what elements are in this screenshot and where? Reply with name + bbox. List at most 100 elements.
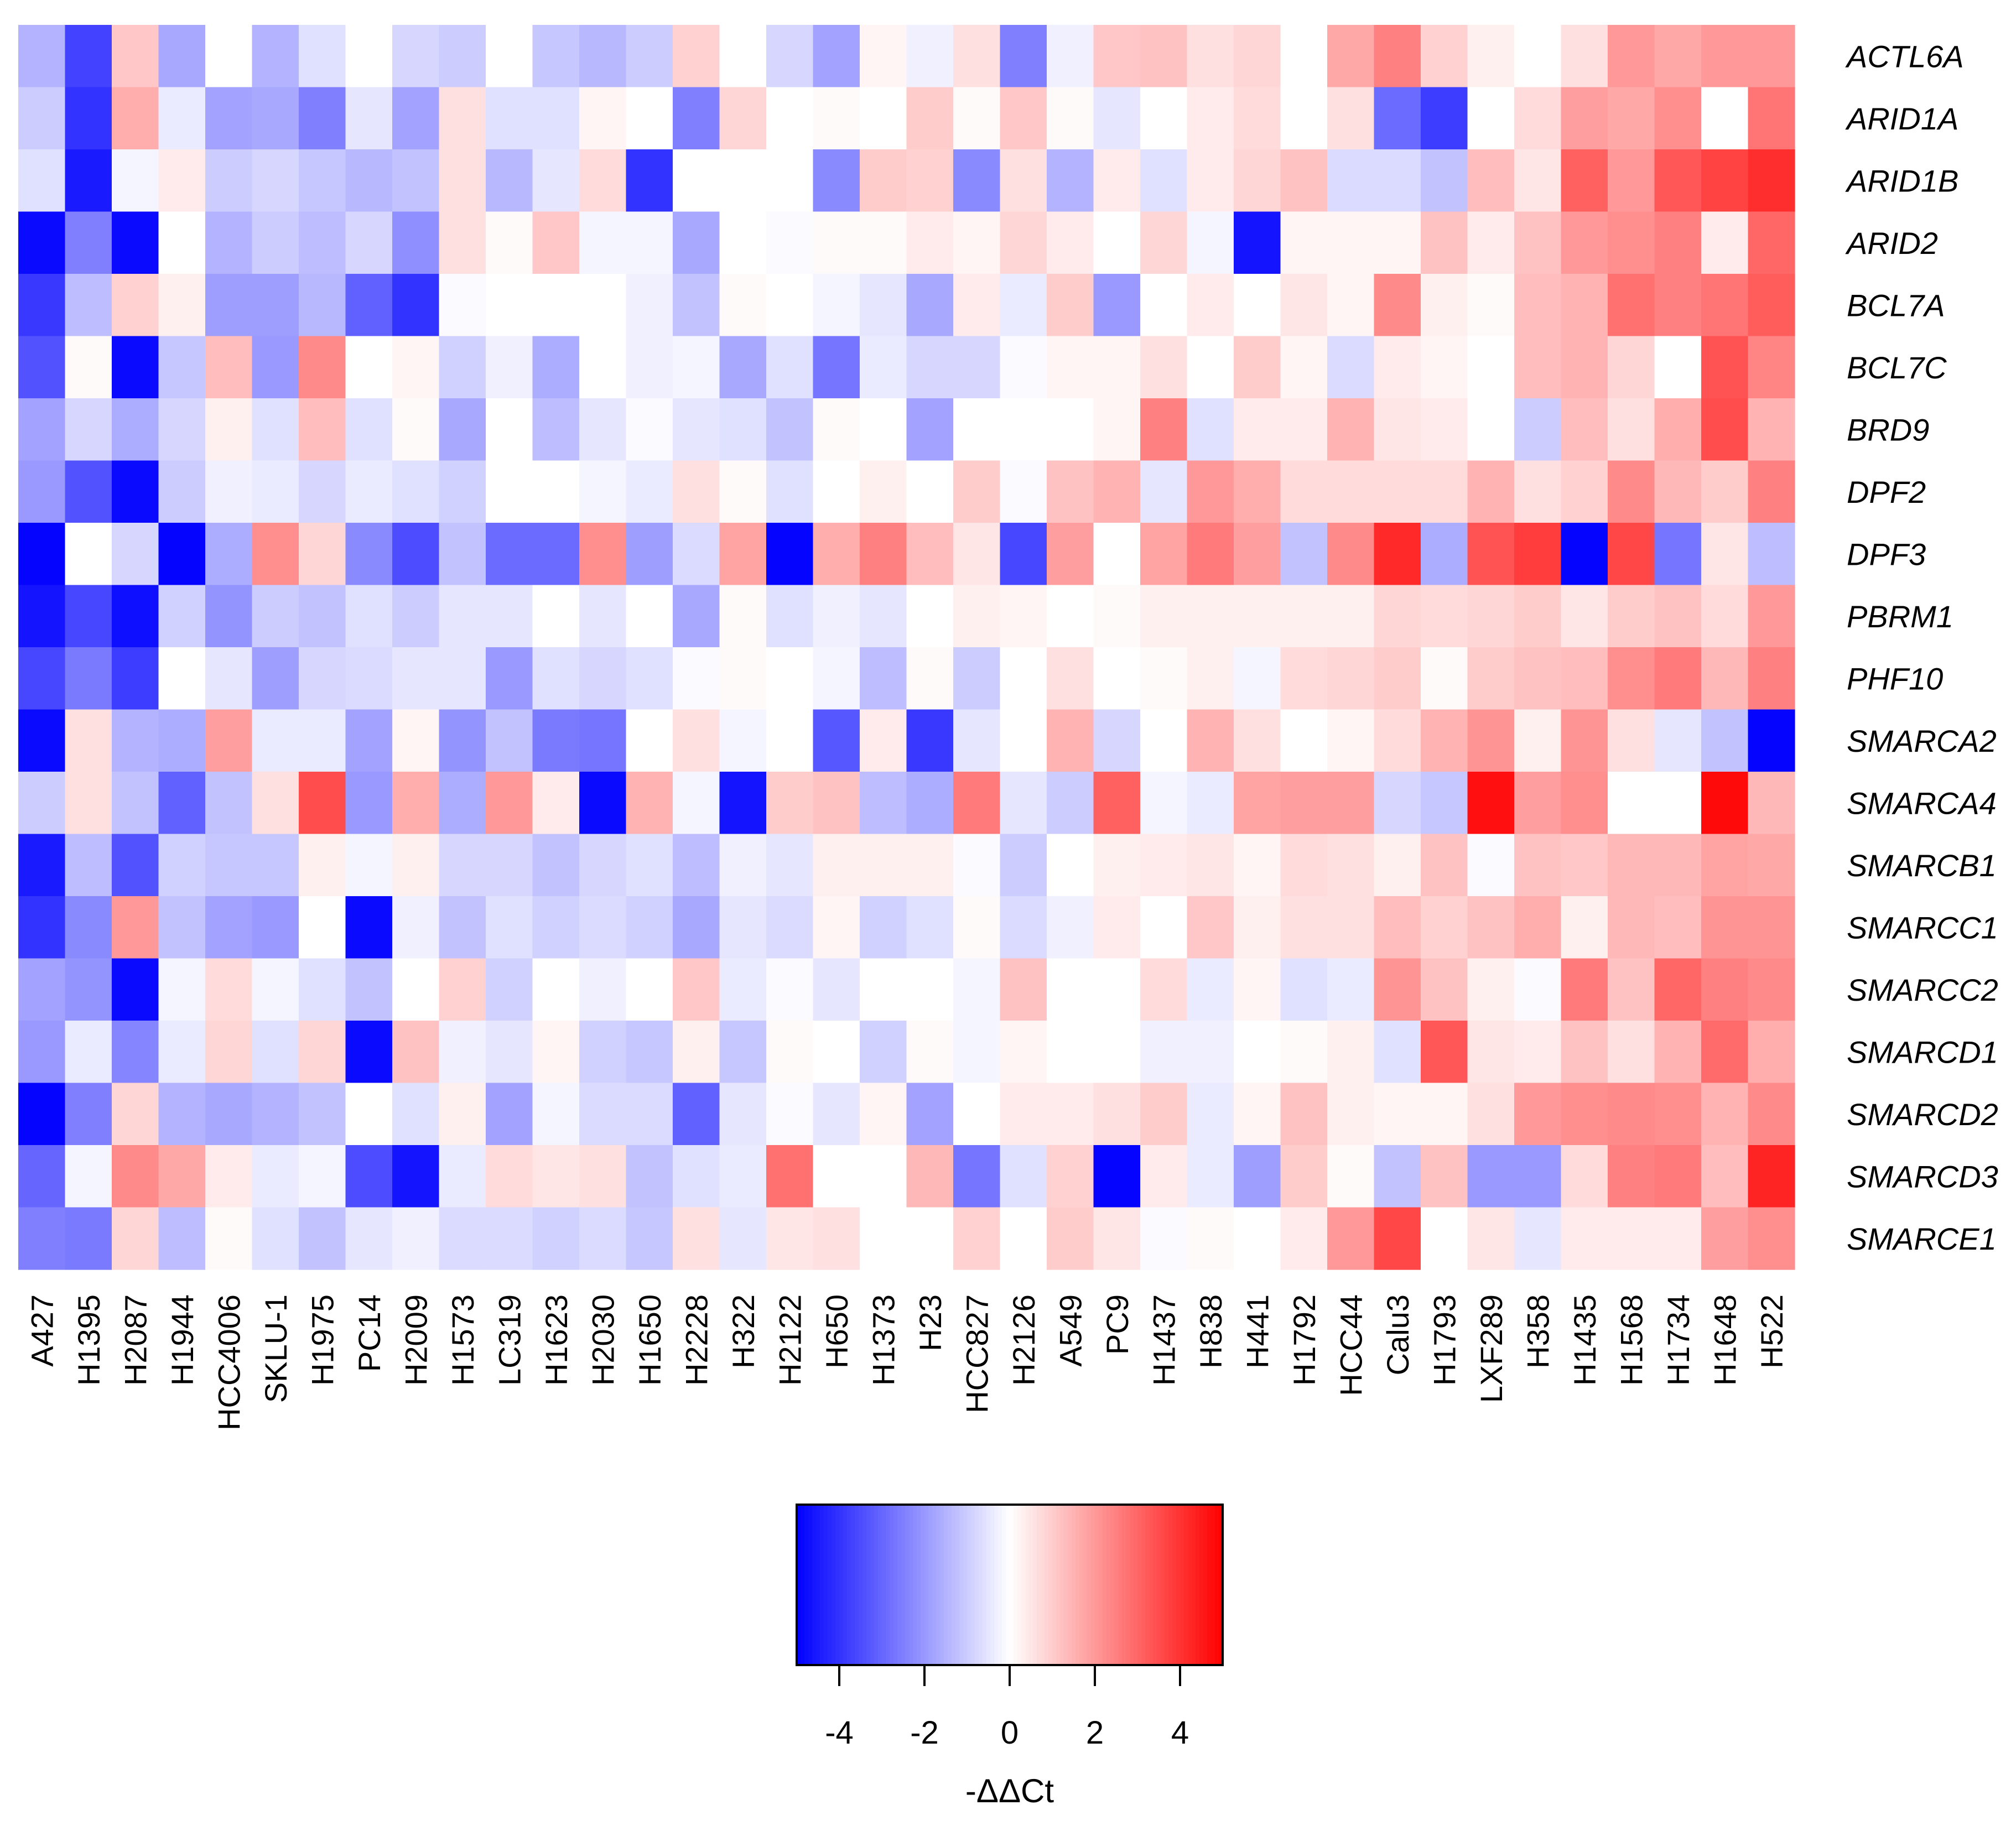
colorbar-stripe <box>1068 1505 1072 1665</box>
heatmap-cell-ARID1B-H1437 <box>1140 149 1188 212</box>
heatmap-cell-SMARCC2-H1792 <box>1280 958 1328 1021</box>
cell-line-label-H2228: H2228 <box>679 1294 714 1386</box>
cell-line-label-H2009: H2009 <box>398 1294 433 1386</box>
heatmap-cell-PHF10-H441 <box>1234 647 1281 710</box>
heatmap-cell-ACTL6A-H2087 <box>112 25 159 88</box>
heatmap-cell-SMARCD3-H1944 <box>158 1145 206 1208</box>
heatmap-cell-PHF10-H2009 <box>392 647 440 710</box>
heatmap-cell-SMARCB1-H1975 <box>299 834 346 897</box>
heatmap-cell-SMARCB1-H1650 <box>626 834 673 897</box>
heatmap-cell-BRD9-H1944 <box>158 398 206 461</box>
heatmap-cell-SMARCA4-H1435 <box>1561 772 1608 835</box>
colorbar-ticks: -4 -2 0 2 4 <box>825 1665 1189 1751</box>
colorbar-stripe <box>828 1505 832 1665</box>
heatmap-cell-SMARCE1-A427 <box>18 1207 66 1270</box>
colorbar-stripe <box>928 1505 933 1665</box>
heatmap-cell-ARID1B-H441 <box>1234 149 1281 212</box>
colorbar-stripe <box>1196 1505 1200 1665</box>
colorbar-stripe <box>959 1505 964 1665</box>
gene-label-ARID1B: ARID1B <box>1845 163 1958 198</box>
heatmap-cell-PBRM1-SKLU-1 <box>252 585 299 648</box>
colorbar-stripe <box>1037 1505 1041 1665</box>
heatmap-cell-DPF2-H1650 <box>626 460 673 523</box>
heatmap-cell-PHF10-H2030 <box>579 647 627 710</box>
heatmap-cell-SMARCC2-H1975 <box>299 958 346 1021</box>
heatmap-cell-BCL7A-H522 <box>1748 274 1795 337</box>
heatmap-cell-ARID1B-PC14 <box>345 149 393 212</box>
colorbar-stripe <box>1137 1505 1142 1665</box>
cell-line-label-H1944: H1944 <box>165 1294 200 1386</box>
colorbar-stripe <box>1056 1505 1061 1665</box>
heatmap-cell-SMARCD2-H1435 <box>1561 1083 1608 1146</box>
heatmap-cell-ARID1B-H1793 <box>1421 149 1468 212</box>
heatmap-cell-SMARCC2-HCC44 <box>1327 958 1375 1021</box>
colorbar-stripe <box>1029 1505 1033 1665</box>
cell-line-label-H441: H441 <box>1240 1294 1275 1369</box>
heatmap-cell-ACTL6A-H1437 <box>1140 25 1188 88</box>
heatmap-cell-SMARCB1-A427 <box>18 834 66 897</box>
colorbar-tick-label: -2 <box>910 1715 939 1751</box>
colorbar-stripe <box>866 1505 871 1665</box>
heatmap-cell-ARID1B-LC319 <box>486 149 533 212</box>
heatmap-cell-SMARCA2-A549 <box>1047 709 1094 772</box>
heatmap-cell-SMARCA4-H441 <box>1234 772 1281 835</box>
heatmap-cell-SMARCC2-H2228 <box>673 958 720 1021</box>
heatmap-cell-BRD9-PC14 <box>345 398 393 461</box>
cell-line-label-H1435: H1435 <box>1567 1294 1602 1386</box>
cell-line-label-HCC44: HCC44 <box>1333 1294 1368 1396</box>
heatmap-cell-SMARCD3-H1650 <box>626 1145 673 1208</box>
heatmap-cell-SMARCC2-H1623 <box>532 958 580 1021</box>
heatmap-cell-BRD9-A549 <box>1047 398 1094 461</box>
colorbar-stripe <box>1176 1505 1181 1665</box>
heatmap-cell-BCL7C-H322 <box>719 336 767 399</box>
heatmap-cell-DPF2-H2126 <box>1000 460 1047 523</box>
heatmap-cell-SMARCA2-H1734 <box>1654 709 1702 772</box>
heatmap-cell-SMARCA2-H2030 <box>579 709 627 772</box>
heatmap-cell-ARID2-H23 <box>906 211 954 274</box>
heatmap-cell-PHF10-H1648 <box>1701 647 1749 710</box>
heatmap-cell-ARID1B-H838 <box>1187 149 1234 212</box>
heatmap-cell-SMARCD3-LC319 <box>486 1145 533 1208</box>
heatmap-cell-ARID2-H2122 <box>766 211 814 274</box>
heatmap-cell-SMARCB1-H2030 <box>579 834 627 897</box>
heatmap-cell-ARID1A-H2126 <box>1000 87 1047 150</box>
heatmap-cell-ARID2-H838 <box>1187 211 1234 274</box>
colorbar-stripe <box>1064 1505 1068 1665</box>
heatmap-cell-SMARCD2-H23 <box>906 1083 954 1146</box>
heatmap-cell-BRD9-H1437 <box>1140 398 1188 461</box>
heatmap-cell-BRD9-H2030 <box>579 398 627 461</box>
heatmap-cell-SMARCB1-H1623 <box>532 834 580 897</box>
heatmap-cell-BCL7C-H441 <box>1234 336 1281 399</box>
heatmap-cell-ACTL6A-H2122 <box>766 25 814 88</box>
heatmap-cell-SMARCC1-PC14 <box>345 896 393 959</box>
heatmap-cell-PBRM1-H650 <box>813 585 860 648</box>
gene-label-SMARCE1: SMARCE1 <box>1847 1221 1997 1256</box>
heatmap-cell-SMARCD2-HCC4006 <box>205 1083 253 1146</box>
heatmap-cell-SMARCD1-H441 <box>1234 1021 1281 1084</box>
heatmap-cell-DPF2-H1734 <box>1654 460 1702 523</box>
heatmap-cell-SMARCB1-H358 <box>1514 834 1562 897</box>
colorbar: -4 -2 0 2 4 -ΔΔCt <box>796 1504 1224 1809</box>
heatmap-cell-ARID2-H1975 <box>299 211 346 274</box>
heatmap-cell-ACTL6A-Calu3 <box>1374 25 1421 88</box>
gene-label-DPF3: DPF3 <box>1847 537 1926 571</box>
heatmap-cell-SMARCA2-HCC44 <box>1327 709 1375 772</box>
heatmap-cell-SMARCD3-H2030 <box>579 1145 627 1208</box>
heatmap-cell-SMARCB1-H1373 <box>860 834 907 897</box>
heatmap-cell-DPF2-H1435 <box>1561 460 1608 523</box>
heatmap-cell-BRD9-H1573 <box>439 398 486 461</box>
heatmap-cell-SMARCC1-PC9 <box>1093 896 1141 959</box>
gene-label-BCL7A: BCL7A <box>1847 288 1945 322</box>
heatmap-cell-ARID1A-H1734 <box>1654 87 1702 150</box>
heatmap-cell-ARID1A-A549 <box>1047 87 1094 150</box>
heatmap-cell-ARID1A-H1568 <box>1608 87 1655 150</box>
heatmap-cell-BRD9-LC319 <box>486 398 533 461</box>
colorbar-stripe <box>1110 1505 1115 1665</box>
heatmap-cell-SMARCC2-H1944 <box>158 958 206 1021</box>
heatmap-cell-SMARCD3-Calu3 <box>1374 1145 1421 1208</box>
heatmap-cell-SMARCB1-H2228 <box>673 834 720 897</box>
colorbar-stripe <box>905 1505 910 1665</box>
heatmap-cell-DPF2-H1573 <box>439 460 486 523</box>
cell-line-label-A427: A427 <box>24 1294 59 1367</box>
heatmap-cell-DPF3-H1395 <box>65 523 112 586</box>
